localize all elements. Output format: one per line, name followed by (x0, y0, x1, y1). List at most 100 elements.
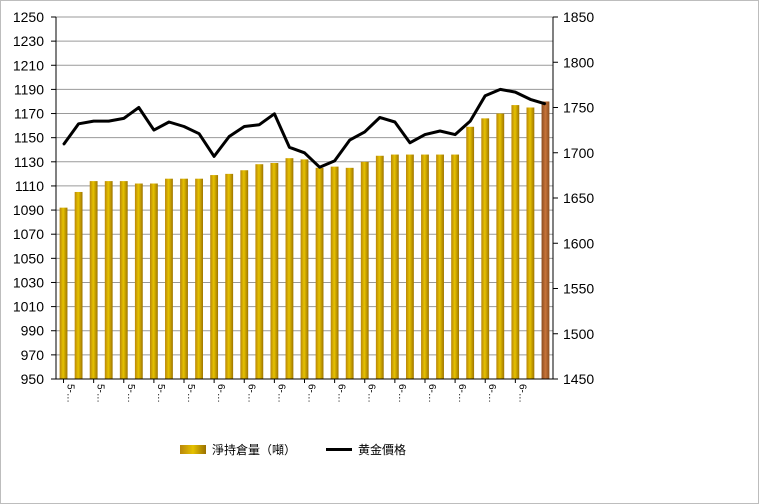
right-tick-label: 1600 (563, 235, 594, 251)
legend-item-line: 黄金價格 (326, 441, 406, 458)
bar (436, 154, 444, 379)
x-tick-label: 5-… (125, 384, 136, 403)
bar (255, 164, 264, 379)
x-tick-label: 6-… (336, 384, 347, 403)
right-y-axis-ticks: 1450 1500 1550 1600 1650 1700 1750 1800 1850 (553, 9, 594, 387)
price-point (153, 129, 155, 131)
line-series (62, 87, 547, 169)
price-point (288, 146, 291, 149)
right-tick-label: 1700 (563, 145, 594, 161)
price-point (107, 120, 110, 122)
bar (511, 105, 520, 379)
left-y-axis-ticks: 950 970 990 1010 1030 1050 1070 1090 1110 1130 115… (13, 9, 56, 387)
x-tick-label: 5-… (95, 384, 106, 403)
left-tick-label: 1070 (13, 226, 44, 242)
x-tick-label: 6-… (366, 384, 377, 403)
legend-item-bars: 淨持倉量（噸） (180, 441, 296, 458)
bar (225, 173, 234, 379)
right-tick-label: 1850 (563, 9, 594, 25)
left-tick-label: 1090 (13, 202, 44, 218)
bar (180, 178, 188, 379)
left-tick-label: 1130 (14, 154, 44, 170)
x-tick-label: 6-… (426, 384, 437, 403)
price-point (303, 151, 306, 154)
bar (481, 118, 490, 380)
price-point (77, 122, 80, 125)
price-point (198, 132, 200, 135)
bar-series (59, 101, 550, 380)
x-tick-label: 6-… (245, 384, 256, 403)
price-point (258, 123, 261, 126)
bar (74, 191, 83, 379)
bar (345, 167, 354, 379)
price-point (62, 143, 65, 146)
right-tick-label: 1800 (563, 54, 594, 70)
price-point (469, 120, 471, 122)
x-tick-label: 6-… (486, 384, 497, 403)
x-tick-label: 5-… (65, 384, 76, 403)
bar (406, 154, 414, 379)
price-point (529, 98, 532, 101)
bar (119, 181, 128, 379)
price-point (122, 117, 125, 120)
bar (165, 178, 173, 379)
bar (541, 101, 550, 379)
x-tick-label: 5-… (185, 384, 196, 403)
price-point (484, 94, 487, 97)
x-tick-label: 6-… (516, 384, 527, 403)
price-point (394, 121, 396, 123)
price-point (92, 120, 95, 122)
price-point (243, 125, 246, 128)
left-tick-label: 1050 (13, 250, 44, 266)
left-tick-label: 1170 (14, 106, 44, 122)
price-point (379, 116, 381, 119)
x-tick-label: 6-… (396, 384, 407, 403)
bar (285, 158, 294, 379)
bar (390, 154, 399, 379)
bar (526, 107, 535, 379)
x-tick-label: 5-… (155, 384, 166, 403)
right-tick-label: 1500 (563, 326, 594, 342)
price-point (168, 121, 170, 123)
price-point (544, 103, 547, 105)
left-tick-label: 1150 (14, 130, 44, 146)
right-tick-label: 1450 (563, 371, 594, 387)
bar (360, 161, 369, 379)
price-point (363, 131, 366, 133)
bar (149, 183, 158, 379)
left-tick-label: 1010 (13, 299, 44, 315)
bar (210, 175, 219, 379)
left-tick-label: 1190 (14, 81, 44, 97)
price-point (514, 91, 517, 93)
x-tick-label: 6-… (306, 384, 317, 403)
price-point (318, 166, 321, 169)
bar (59, 207, 68, 379)
legend-label-line: 黄金價格 (358, 443, 407, 457)
left-tick-label: 990 (21, 323, 45, 339)
left-tick-label: 950 (21, 371, 45, 387)
bar (89, 181, 98, 379)
bar (270, 163, 279, 379)
left-tick-label: 970 (21, 347, 45, 363)
x-tick-label: 6-… (275, 384, 286, 403)
right-tick-label: 1550 (563, 281, 594, 297)
price-point (228, 135, 230, 138)
x-tick-label: 6-… (456, 384, 467, 403)
price-point (499, 88, 502, 91)
price-point (183, 125, 185, 128)
bar (300, 159, 309, 379)
left-tick-label: 1250 (13, 9, 44, 25)
right-tick-label: 1650 (563, 190, 594, 206)
right-tick-label: 1750 (563, 100, 594, 116)
x-axis-ticks: 5-… 5-… 5-… 5-… 5-… 6-… 6-… 6-… 6-… 6-… 6-… 6-… 6-… 6… (63, 379, 527, 403)
bar (375, 155, 384, 379)
legend-swatch-bar (180, 445, 206, 454)
left-tick-label: 1230 (13, 33, 44, 49)
price-point (409, 141, 411, 144)
price-point (273, 113, 276, 115)
bar (240, 170, 249, 379)
price-point (439, 130, 441, 132)
bar (195, 178, 203, 379)
x-tick-label: 6-… (215, 384, 226, 403)
